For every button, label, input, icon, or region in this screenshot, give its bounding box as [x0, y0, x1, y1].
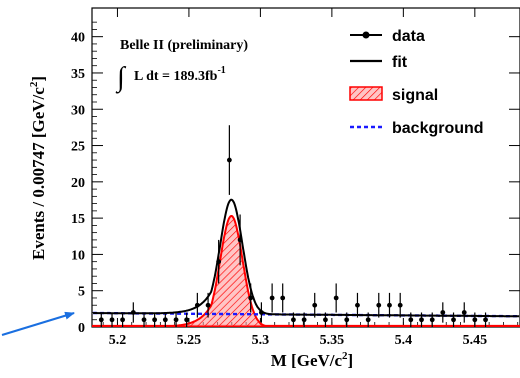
- data-point: [312, 302, 318, 308]
- data-point: [376, 302, 382, 308]
- data-point: [429, 317, 435, 323]
- legend-label-data: data: [392, 28, 425, 45]
- x-axis-title-tail: ]: [348, 351, 354, 370]
- data-point: [109, 317, 115, 323]
- x-tick-label: 5.4: [395, 333, 413, 348]
- y-tick-label: 40: [71, 31, 85, 46]
- x-axis-title: M [GeV/c2]: [271, 350, 353, 370]
- data-point: [483, 317, 488, 323]
- data-point: [269, 295, 275, 301]
- luminosity-label: L dt = 189.3fb-1: [134, 65, 226, 84]
- y-tick-label: 10: [71, 248, 85, 263]
- data-point: [205, 302, 211, 308]
- axis-ticks: 5.2 5.25 5.3 5.35 5.4 5.45 0 5 10 15 20 25 30 35 40: [71, 8, 520, 348]
- data-point: [365, 317, 371, 323]
- data-point: [173, 317, 179, 323]
- data-point: [280, 295, 286, 301]
- fit-curve: [93, 198, 520, 318]
- signal-curve: [93, 215, 520, 327]
- data-point: [419, 317, 424, 323]
- data-point: [461, 310, 467, 315]
- data-point: [291, 317, 296, 323]
- data-point: [333, 295, 339, 301]
- y-tick-label: 15: [71, 212, 85, 227]
- legend-label-fit: fit: [392, 54, 408, 71]
- data-point: [344, 317, 350, 323]
- legend-item-data: data: [350, 28, 425, 45]
- data-point: [98, 317, 104, 323]
- integral-symbol: ∫: [115, 62, 127, 94]
- y-tick-label: 30: [71, 103, 85, 118]
- x-tick-label: 5.45: [463, 333, 488, 348]
- y-axis-title-sup: 2: [28, 81, 40, 87]
- y-axis-title-main: Events / 0.00747 [GeV/c: [29, 87, 48, 260]
- y-tick-label: 5: [78, 285, 85, 300]
- y-tick-label: 0: [78, 321, 85, 336]
- data-point: [355, 302, 360, 308]
- experiment-label: Belle II (preliminary): [120, 38, 248, 53]
- legend-label-background: background: [392, 120, 484, 137]
- x-tick-label: 5.25: [177, 333, 202, 348]
- data-point: [130, 310, 136, 315]
- data-point: [387, 302, 392, 308]
- data-point: [258, 310, 264, 315]
- data-point: [248, 295, 254, 301]
- data-point: [120, 317, 125, 323]
- data-point: [194, 302, 200, 308]
- data-point: [440, 310, 446, 315]
- data-point: [162, 317, 168, 323]
- legend-item-background: background: [350, 120, 484, 137]
- data-point: [216, 259, 222, 265]
- data-point: [141, 317, 147, 323]
- legend-label-signal: signal: [392, 87, 438, 104]
- data-point: [184, 317, 190, 323]
- x-tick-label: 5.35: [320, 333, 345, 348]
- luminosity-exponent: -1: [217, 65, 225, 76]
- plot-frame: [91, 7, 520, 328]
- fit-curves: [92, 198, 520, 327]
- data-point: [301, 317, 307, 323]
- legend: data fit signal background: [349, 28, 484, 137]
- data-point: [323, 317, 328, 323]
- y-tick-label: 35: [71, 67, 85, 82]
- annotation-arrow: [1, 311, 75, 337]
- data-point: [451, 317, 456, 323]
- data-point: [472, 317, 478, 323]
- luminosity-value: L dt = 189.3fb: [134, 69, 218, 84]
- y-axis-title: Events / 0.00747 [GeV/c2]: [28, 76, 48, 260]
- y-tick-label: 20: [71, 176, 85, 191]
- data-point: [226, 157, 232, 163]
- data-point: [152, 317, 158, 323]
- x-axis-title-main: M [GeV/c: [271, 351, 343, 370]
- y-tick-label: 25: [71, 140, 85, 155]
- data-point: [408, 317, 414, 323]
- legend-item-fit: fit: [350, 54, 408, 71]
- x-tick-label: 5.3: [252, 333, 270, 348]
- data-points: [98, 125, 488, 327]
- x-axis-title-sup: 2: [342, 350, 348, 362]
- y-axis-title-tail: ]: [29, 76, 48, 82]
- legend-item-signal: signal: [349, 86, 438, 104]
- data-point: [397, 302, 403, 308]
- x-tick-label: 5.2: [109, 333, 127, 348]
- data-point: [237, 237, 243, 243]
